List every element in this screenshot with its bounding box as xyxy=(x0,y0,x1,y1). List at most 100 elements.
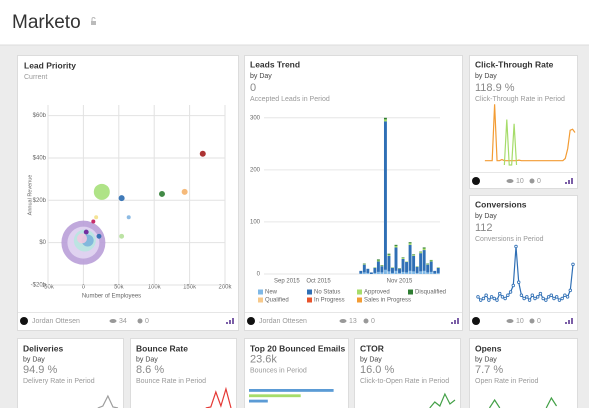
bubble xyxy=(181,188,188,195)
bar-segment xyxy=(415,272,419,274)
card xyxy=(469,195,578,331)
marker xyxy=(517,280,521,284)
bar-segment xyxy=(387,271,391,274)
line xyxy=(484,104,576,162)
card-title: Conversions xyxy=(475,199,527,209)
card-value: 7.7 % xyxy=(475,364,503,376)
card-subtitle: by Day xyxy=(360,356,382,363)
bar-segment xyxy=(373,267,377,273)
bar-segment xyxy=(394,247,398,271)
bar-segment xyxy=(429,261,433,272)
footer-icons xyxy=(109,178,535,324)
card-value: 16.0 % xyxy=(360,364,394,376)
bar-segment xyxy=(369,272,373,274)
bar-segment xyxy=(408,242,412,244)
x-tick-label: 100k xyxy=(148,285,162,291)
bar-segment xyxy=(383,117,387,120)
marker xyxy=(533,296,537,301)
card-value-label: Click-Through Rate in Period xyxy=(475,96,565,103)
avatar[interactable] xyxy=(472,317,480,325)
comments: 0 xyxy=(537,178,541,185)
y-tick-label: $40b xyxy=(33,156,47,162)
bar-segment xyxy=(415,266,419,267)
bar-segment xyxy=(422,247,426,249)
bar-segment xyxy=(383,269,387,274)
bubble xyxy=(83,229,89,235)
bar-segment xyxy=(412,254,416,255)
card xyxy=(130,338,237,408)
card xyxy=(244,55,463,331)
card-title: Deliveries xyxy=(23,343,63,353)
bar-segment xyxy=(401,257,405,258)
card-subtitle: by Day xyxy=(475,213,497,220)
marker xyxy=(511,283,515,288)
bar-segment xyxy=(426,264,430,273)
marker xyxy=(527,298,532,302)
views: 34 xyxy=(119,318,127,325)
bar-segment xyxy=(429,271,433,274)
marker xyxy=(538,291,543,296)
bar-segment xyxy=(408,270,412,274)
avatar[interactable] xyxy=(472,177,480,185)
author: Jordan Ottesen xyxy=(32,318,80,325)
card-subtitle: by Day xyxy=(23,356,45,363)
legend-swatch xyxy=(258,289,263,295)
card-title: Lead Priority xyxy=(24,60,76,70)
bar-segment xyxy=(422,270,426,274)
marker xyxy=(525,295,529,299)
card-value-label: Conversions in Period xyxy=(475,236,544,243)
y-tick-label: 0 xyxy=(257,272,261,278)
bar-segment xyxy=(398,268,401,269)
bubble xyxy=(199,150,206,157)
marker xyxy=(536,295,540,299)
bar-segment xyxy=(419,252,423,254)
bubble xyxy=(126,215,131,220)
card-value-label: Click-to-Open Rate in Period xyxy=(360,378,449,385)
bar-segment xyxy=(426,264,430,265)
bar-segment xyxy=(401,271,405,274)
marker xyxy=(519,293,524,297)
card-title: Leads Trend xyxy=(250,59,300,69)
bar-segment xyxy=(394,244,398,246)
bar-segment xyxy=(401,258,405,272)
card xyxy=(469,338,578,408)
lock-icon[interactable] xyxy=(91,17,96,26)
marker xyxy=(544,298,548,302)
bar-segment xyxy=(401,257,405,259)
marker xyxy=(530,293,534,297)
bubble xyxy=(76,233,87,244)
bar-segment xyxy=(366,272,370,274)
bar-segment xyxy=(391,267,394,268)
card xyxy=(469,55,578,189)
card-value-label: Open Rate in Period xyxy=(475,378,539,385)
bar-segment xyxy=(422,248,426,251)
legend-label: In Progress xyxy=(314,298,345,304)
bar-segment xyxy=(362,272,366,274)
card-value: 118.9 % xyxy=(475,82,515,94)
card-subtitle: by Day xyxy=(475,356,497,363)
bar-segment xyxy=(359,273,363,274)
card-value-label: Accepted Leads in Period xyxy=(250,96,330,103)
bubble xyxy=(119,233,125,239)
card-value-label: Bounces in Period xyxy=(250,367,307,374)
marker xyxy=(552,296,556,301)
bar xyxy=(249,394,301,398)
bar-segment xyxy=(398,268,401,273)
marker xyxy=(522,296,526,301)
x-tick-label: Sep 2015 xyxy=(274,279,300,285)
y-tick-label: 300 xyxy=(250,115,261,121)
marker xyxy=(498,291,502,296)
bar-segment xyxy=(362,263,366,265)
avatar[interactable] xyxy=(20,317,28,325)
line xyxy=(97,394,119,408)
bar-segment xyxy=(433,273,437,274)
legend-label: Sales in Progress xyxy=(364,298,411,304)
legend-swatch xyxy=(307,297,312,303)
insights-icons[interactable] xyxy=(226,178,573,324)
avatar[interactable] xyxy=(247,317,255,325)
bar-segment xyxy=(426,263,430,265)
bar-segment xyxy=(376,260,380,262)
bubble xyxy=(158,190,165,197)
bar-segment xyxy=(419,271,423,274)
